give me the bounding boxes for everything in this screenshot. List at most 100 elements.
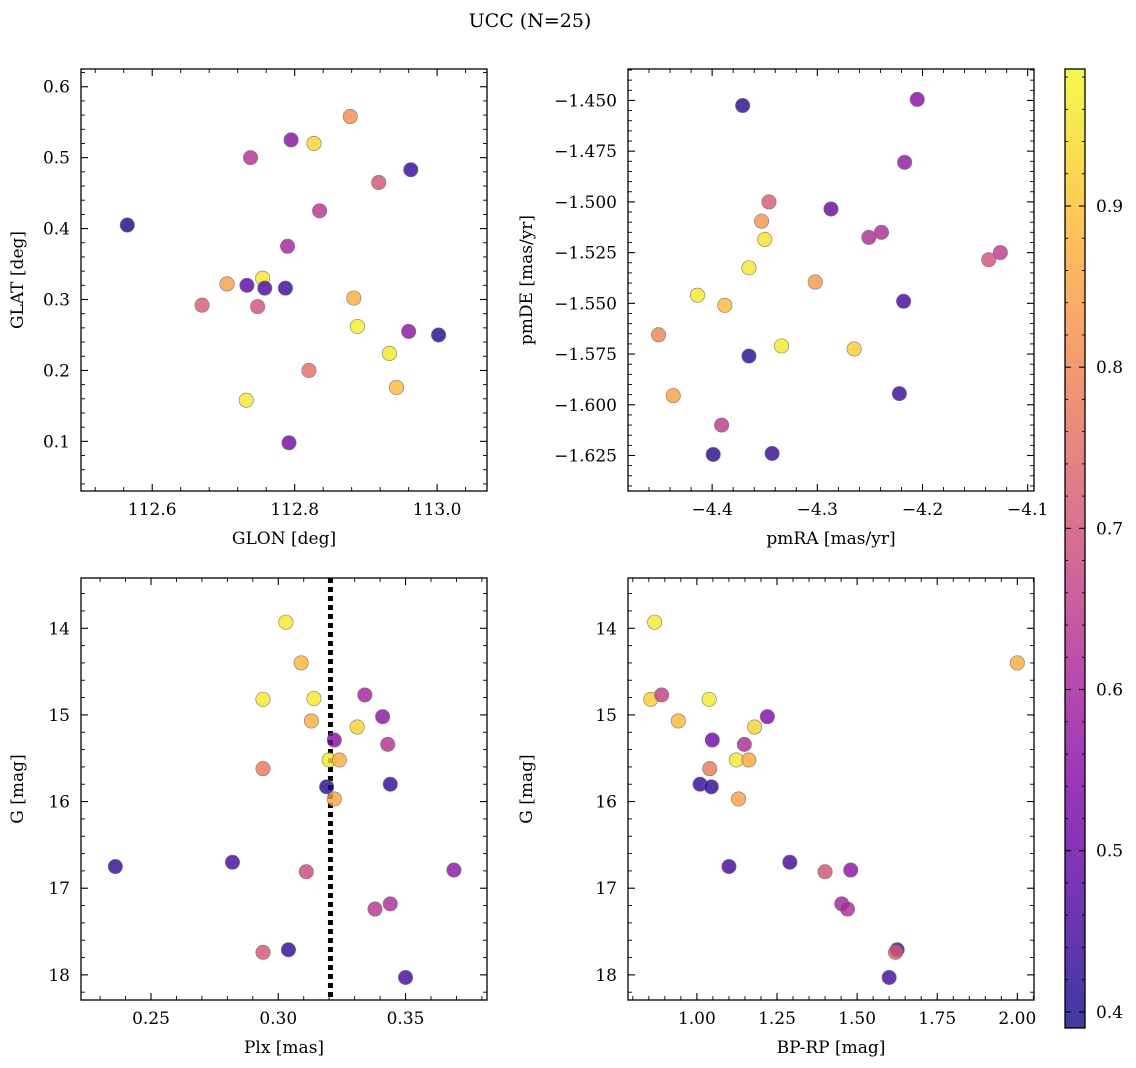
data-point [349,719,365,735]
x-axis-label: Plx [mas] [244,1038,324,1058]
data-point [398,969,414,985]
data-point [357,687,373,703]
data-point [861,229,877,245]
y-tick-label: −1.450 [554,91,617,111]
data-point [654,687,670,703]
x-tick-label: −4.2 [902,500,943,520]
data-point [736,736,752,752]
data-point [704,732,720,748]
y-tick-label: 0.5 [43,149,70,169]
data-point [243,150,259,166]
data-point [349,318,365,334]
data-point [403,162,419,178]
x-axis-label: pmRA [mas/yr] [766,529,895,549]
y-tick-label: 14 [595,619,617,639]
x-tick-label: 1.00 [678,1009,716,1029]
data-point [255,761,271,777]
data-point [764,445,780,461]
data-point [873,224,889,240]
data-point [255,691,271,707]
data-point [283,132,299,148]
y-tick-label: 15 [595,706,617,726]
data-point [705,446,721,462]
data-point [896,293,912,309]
data-point [224,854,240,870]
colorbar-tick-label: 0.6 [1096,681,1123,701]
data-point [823,201,839,217]
x-tick-label: 0.30 [259,1009,297,1029]
data-point [371,174,387,190]
data-point [647,614,663,630]
data-point [382,776,398,792]
x-tick-label: 1.50 [838,1009,876,1029]
data-point [741,348,757,364]
data-point [759,709,775,725]
y-tick-label: 18 [595,966,617,986]
data-point [843,862,859,878]
data-point [703,779,719,795]
y-tick-label: 17 [595,879,617,899]
data-point [731,791,747,807]
data-point [319,779,335,795]
y-tick-label: 18 [48,966,70,986]
data-point [342,109,358,125]
y-tick-label: −1.575 [554,345,617,365]
data-point [375,709,391,725]
y-tick-label: 16 [595,793,617,813]
panel-pmra-pmde: −4.4 −4.3 −4.2 −4.1 −1.450 −1.475 −1.500 −1.525… [517,68,1048,549]
data-point [891,386,907,402]
data-point [238,392,254,408]
colorbar: 0.4 0.5 0.6 0.7 0.8 0.9 [1064,68,1123,1029]
data-point [651,327,667,343]
colorbar-tick-label: 0.8 [1096,358,1123,378]
y-tick-label: 0.2 [43,361,70,381]
data-point [757,231,773,247]
x-tick-label: −4.3 [797,500,838,520]
panel-plx-g: 0.25 0.30 0.35 14 15 16 17 18 Plx [mas] G [mag] [8,577,488,1058]
data-point [665,388,681,404]
data-point [981,252,997,268]
data-point [888,944,904,960]
data-point [774,338,790,354]
y-tick-label: −1.625 [554,446,617,466]
data-point [326,791,342,807]
y-axis-label: pmDE [mas/yr] [517,215,537,345]
y-tick-label: −1.500 [554,193,617,213]
data-point [280,238,296,254]
y-tick-label: −1.475 [554,142,617,162]
x-tick-label: 112.6 [128,500,177,520]
data-point [807,274,823,290]
y-tick-label: 15 [48,706,70,726]
data-point [281,435,297,451]
data-point [277,280,293,296]
y-axis-label: GLAT [deg] [8,231,28,329]
colorbar-tick-label: 0.4 [1096,1003,1123,1023]
panel-bprp-g: 1.00 1.25 1.50 1.75 2.00 14 15 16 17 18 BP-RP [mag… [517,577,1036,1058]
data-point [312,203,328,219]
data-point [897,154,913,170]
data-point [381,345,397,361]
y-tick-label: 0.1 [43,432,70,452]
data-point [782,854,798,870]
data-point [846,341,862,357]
y-tick-label: 0.4 [43,220,70,240]
figure-title: UCC (N=25) [469,10,592,32]
data-point [278,614,294,630]
x-tick-label: 113.0 [413,500,462,520]
colorbar-tick-label: 0.5 [1096,842,1123,862]
data-point [401,323,417,339]
data-point [389,379,405,395]
x-tick-label: 0.25 [132,1009,170,1029]
data-point [721,859,737,875]
y-tick-label: 0.3 [43,291,70,311]
colorbar-gradient [1064,68,1086,1029]
y-tick-label: 17 [48,879,70,899]
x-tick-label: 1.75 [918,1009,956,1029]
data-point [194,297,210,313]
data-point [346,290,362,306]
plot-frame [627,577,1035,1001]
data-point [119,217,135,233]
data-point [689,287,705,303]
data-point [717,297,733,313]
